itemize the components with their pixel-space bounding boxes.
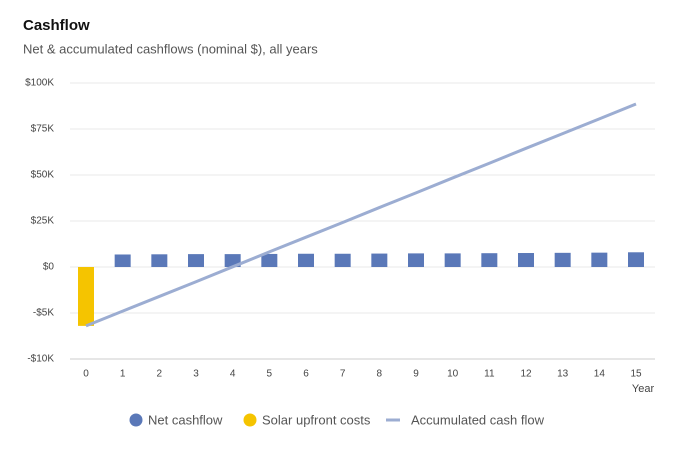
- bar: [518, 253, 534, 267]
- bar: [261, 253, 278, 267]
- bar: [298, 253, 314, 267]
- x-tick-label: 15: [630, 369, 642, 380]
- bar: [481, 253, 498, 267]
- x-tick-label: 0: [83, 369, 89, 380]
- bar: [114, 254, 131, 267]
- legend-label: Net cashflow: [148, 412, 223, 427]
- x-tick-label: 3: [193, 369, 199, 380]
- line: [85, 102, 637, 328]
- bar: [628, 252, 644, 267]
- y-tick-label: -$5K: [33, 308, 54, 319]
- y-tick-label: -$10K: [27, 354, 54, 365]
- bar: [151, 254, 168, 267]
- chart-title: Cashflow: [23, 17, 90, 34]
- x-tick-label: 1: [120, 369, 126, 380]
- bar: [591, 252, 608, 267]
- bar: [371, 253, 388, 267]
- y-tick-label: $75K: [31, 124, 55, 135]
- y-tick-label: $25K: [31, 216, 55, 227]
- y-tick-label: $50K: [31, 170, 55, 181]
- bar: [408, 253, 424, 267]
- x-tick-label: 14: [594, 369, 606, 380]
- y-tick-label: $100K: [25, 78, 54, 89]
- x-tick-label: 5: [267, 369, 273, 380]
- bar: [188, 254, 204, 267]
- bar: [334, 253, 351, 267]
- x-tick-label: 11: [484, 369, 495, 380]
- x-tick-label: 10: [447, 369, 459, 380]
- legend-swatch: [243, 413, 257, 427]
- x-tick-label: 9: [413, 369, 419, 380]
- x-tick-label: 2: [157, 369, 163, 380]
- x-axis-label: Year: [632, 383, 655, 395]
- bar: [554, 252, 571, 267]
- legend-label: Solar upfront costs: [262, 412, 371, 427]
- bar: [78, 267, 94, 326]
- y-tick-label: $0: [43, 262, 55, 273]
- x-tick-label: 8: [377, 369, 383, 380]
- x-tick-label: 4: [230, 369, 236, 380]
- legend-label: Accumulated cash flow: [411, 412, 545, 427]
- legend-swatch: [129, 413, 143, 427]
- bar: [444, 253, 461, 267]
- x-tick-label: 13: [557, 369, 569, 380]
- x-tick-label: 7: [340, 369, 346, 380]
- x-tick-label: 6: [303, 369, 309, 380]
- x-tick-label: 12: [520, 369, 532, 380]
- chart-subtitle: Net & accumulated cashflows (nominal $),…: [23, 41, 318, 56]
